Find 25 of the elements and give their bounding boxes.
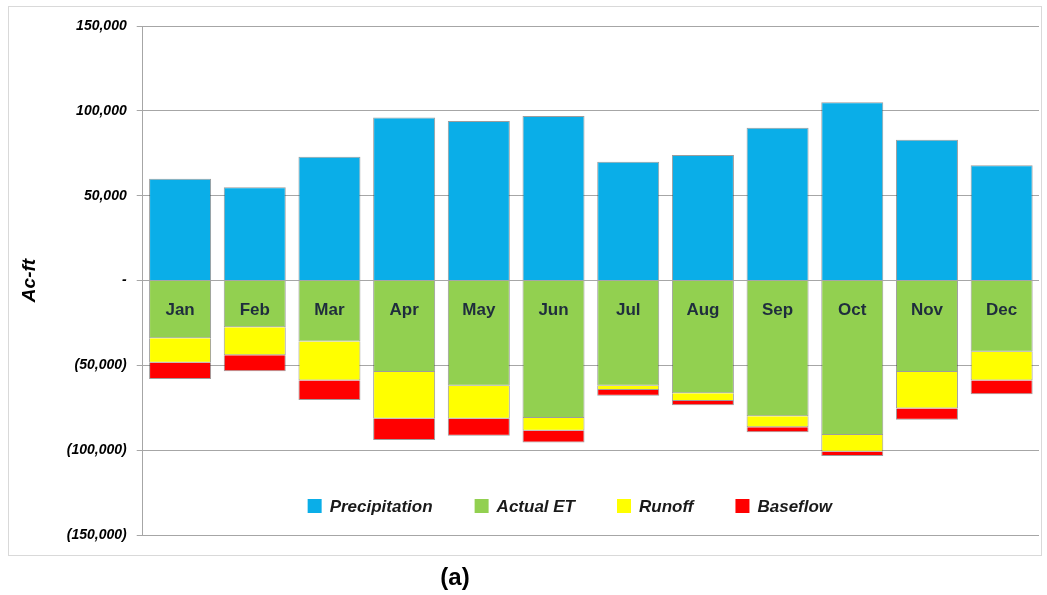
y-tick-label: (150,000)	[66, 525, 128, 542]
x-tick-label: Dec	[986, 300, 1018, 320]
x-tick-label: Aug	[686, 300, 720, 320]
x-tick-label: Mar	[314, 300, 345, 320]
y-tick-label: 50,000	[83, 186, 127, 203]
y-tick-label: 100,000	[76, 101, 127, 118]
y-tick-label: 150,000	[76, 16, 127, 33]
x-tick-label: Apr	[389, 300, 420, 320]
x-tick-label: Jul	[615, 300, 641, 320]
legend-label: Precipitation	[329, 496, 433, 516]
x-tick-label: May	[462, 300, 496, 320]
x-tick-label: Nov	[910, 300, 944, 320]
legend-label: Actual ET	[495, 496, 577, 516]
legend-label: Baseflow	[757, 496, 834, 516]
y-tick-label: -	[122, 271, 128, 288]
x-tick-label: Sep	[761, 300, 794, 320]
legend-label: Runoff	[639, 496, 696, 516]
y-tick-label: (50,000)	[74, 356, 128, 373]
y-tick-label: (100,000)	[66, 441, 128, 458]
x-tick-label: Feb	[239, 300, 270, 320]
x-tick-label: Jun	[538, 300, 569, 320]
x-tick-label: Oct	[838, 300, 867, 320]
x-tick-label: Jan	[165, 300, 195, 320]
y-axis-title: Ac-ft	[17, 258, 39, 304]
text: (a)	[440, 562, 470, 590]
